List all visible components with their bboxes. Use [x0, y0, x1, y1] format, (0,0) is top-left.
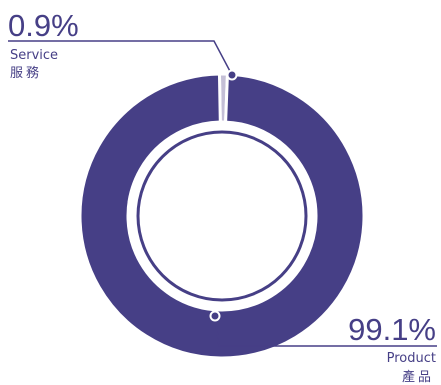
product-percent: 99.1% [348, 312, 436, 347]
service-callout: 0.9% Service 服務 [8, 8, 238, 81]
product-label-zh: 產品 [402, 369, 434, 385]
slice-product [78, 72, 366, 360]
service-leader-line [8, 40, 233, 76]
product-label-en: Product [387, 351, 436, 366]
donut-slices [78, 72, 366, 360]
product-leader-line [214, 315, 437, 347]
product-callout: 99.1% Product 產品 [209, 310, 437, 385]
inner-ring [136, 130, 308, 302]
service-label-en: Service [10, 48, 58, 63]
service-marker [226, 69, 238, 81]
product-marker [209, 310, 221, 322]
service-label-zh: 服務 [10, 66, 42, 81]
service-percent: 0.9% [8, 8, 79, 43]
